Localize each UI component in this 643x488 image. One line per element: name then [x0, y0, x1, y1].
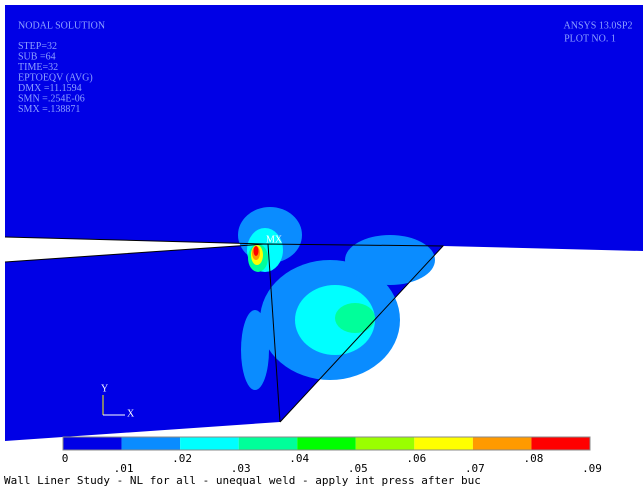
product: ANSYS 13.0SP2 [564, 20, 633, 31]
color-band [239, 437, 298, 450]
triad-x: X [127, 408, 135, 419]
plot-no: PLOT NO. 1 [564, 33, 616, 44]
upper-body [5, 5, 643, 251]
header-line: STEP=32 [18, 41, 57, 52]
color-band [297, 437, 356, 450]
color-bar: 0.01.02.03.04.05.06.07.08.09 [62, 437, 602, 475]
legend-label: .09 [582, 462, 602, 475]
color-band [63, 437, 122, 450]
contour-region [335, 303, 375, 333]
color-band [414, 437, 473, 450]
header-line: SMX =.138871 [18, 104, 80, 115]
color-band [180, 437, 239, 450]
legend-label: .02 [172, 452, 192, 465]
header-line: NODAL SOLUTION [18, 20, 105, 31]
page: MX Y X ANSYS 13.0SP2 PLOT NO. 1 0.01.02.… [0, 0, 643, 488]
header-line: DMX =11.1594 [18, 83, 82, 94]
contour-region [345, 235, 435, 285]
color-band [473, 437, 532, 450]
color-band [122, 437, 181, 450]
max-marker: MX [266, 234, 283, 245]
header-line: EPTOEQV (AVG) [18, 72, 93, 83]
legend-label: 0 [62, 452, 69, 465]
ansys-plot: MX Y X ANSYS 13.0SP2 PLOT NO. 1 0.01.02.… [0, 0, 643, 488]
legend-label: .04 [289, 452, 309, 465]
color-band [356, 437, 415, 450]
contour-region [241, 310, 269, 390]
contour-region [254, 246, 259, 256]
legend-label: .08 [524, 452, 544, 465]
legend-label: .06 [406, 452, 426, 465]
header-line: SUB =64 [18, 51, 56, 62]
color-band [531, 437, 590, 450]
header-line: SMN =.254E-06 [18, 93, 85, 104]
header-line: TIME=32 [18, 62, 58, 73]
triad-y: Y [101, 383, 108, 394]
footer: Wall Liner Study - NL for all - unequal … [4, 474, 481, 487]
